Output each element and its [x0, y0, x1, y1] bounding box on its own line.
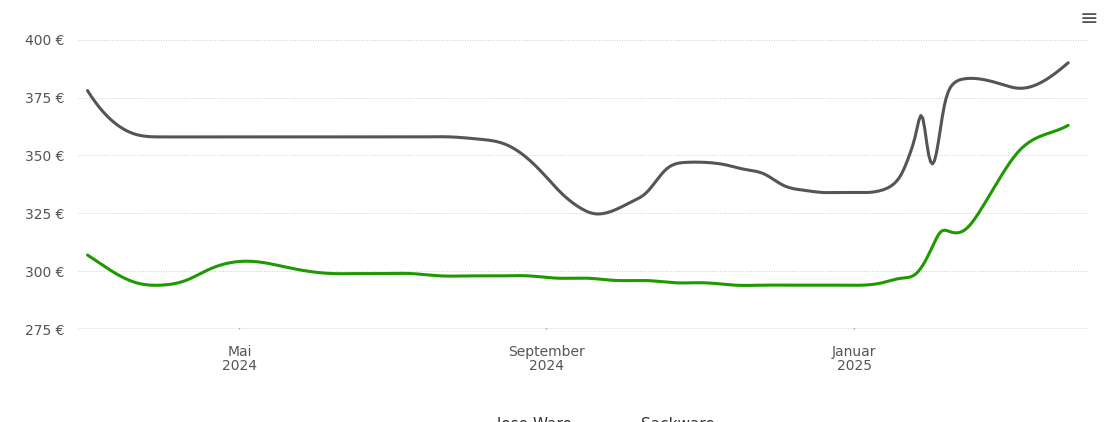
Text: Januar: Januar — [832, 345, 877, 360]
Text: 2024: 2024 — [222, 359, 258, 373]
Text: ≡: ≡ — [1079, 9, 1098, 29]
Legend: lose Ware, Sackware: lose Ware, Sackware — [445, 411, 720, 422]
Text: 2025: 2025 — [837, 359, 871, 373]
Text: September: September — [508, 345, 585, 360]
Text: 2024: 2024 — [529, 359, 564, 373]
Text: Mai: Mai — [228, 345, 252, 360]
